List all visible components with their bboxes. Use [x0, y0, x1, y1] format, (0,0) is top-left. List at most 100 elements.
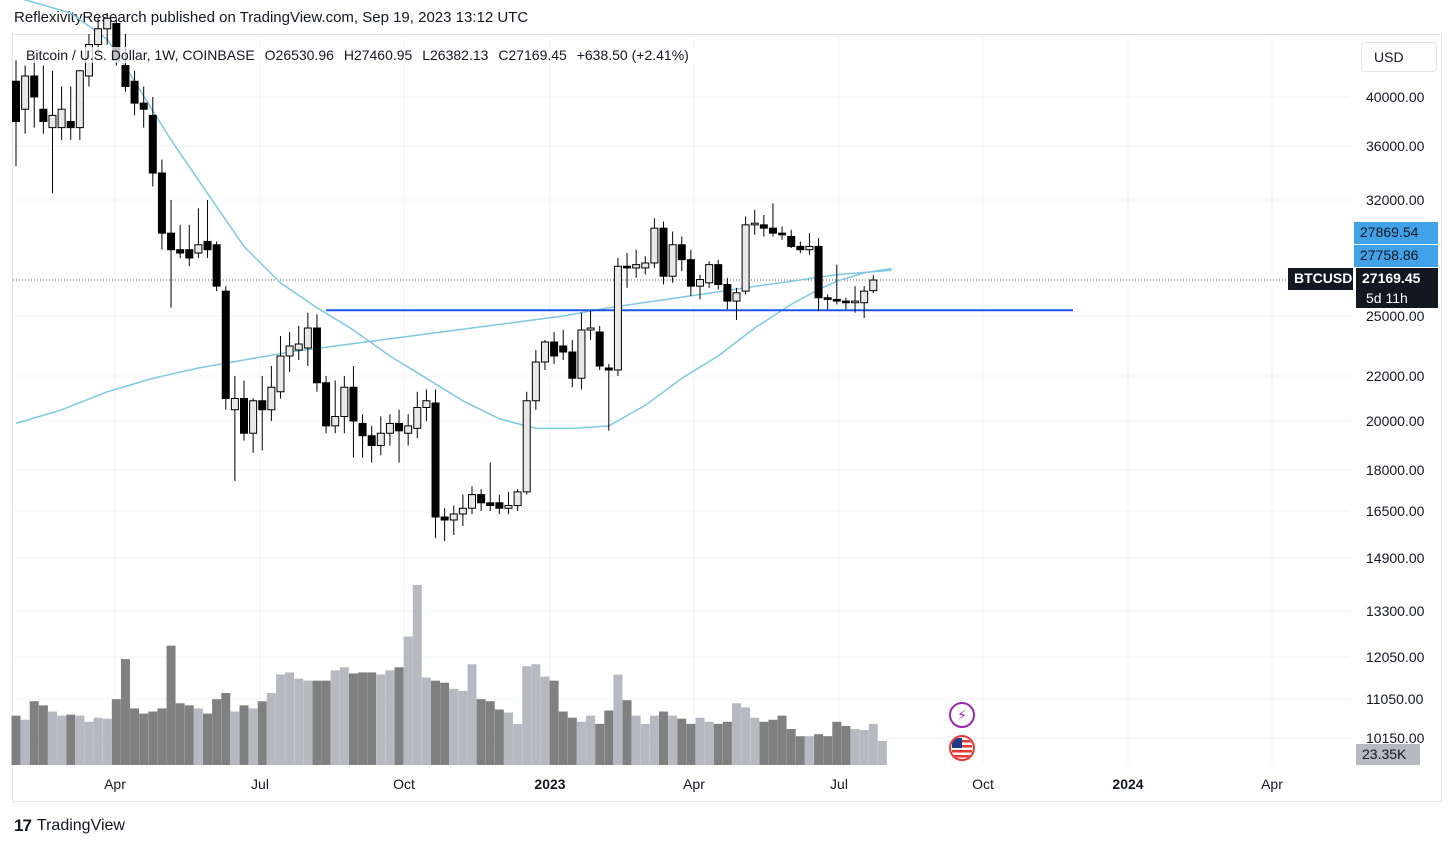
candle	[659, 221, 668, 285]
tradingview-footer[interactable]: 17 TradingView	[14, 816, 125, 836]
volume-bar	[421, 677, 431, 765]
volume-bar	[832, 721, 842, 765]
candle-body	[249, 400, 258, 434]
candle	[714, 259, 723, 290]
candle-body	[869, 279, 878, 292]
volume-bar	[248, 708, 258, 765]
candle	[203, 200, 212, 258]
candle	[796, 241, 805, 254]
candle	[823, 294, 832, 310]
time-axis-label: 2023	[534, 776, 565, 792]
volume-bar	[139, 713, 149, 765]
candle-body	[604, 367, 613, 371]
candle	[358, 414, 367, 458]
candle-body	[823, 297, 832, 300]
candle	[422, 389, 431, 421]
volume-bar	[230, 711, 240, 765]
candle-body	[94, 28, 103, 45]
candle-body	[276, 355, 285, 393]
candle	[413, 391, 422, 439]
candle	[860, 286, 869, 318]
candle	[559, 330, 568, 360]
volume-bar	[476, 699, 486, 765]
volume-bar	[613, 674, 623, 765]
candle-body	[431, 402, 440, 518]
candle	[212, 241, 221, 292]
candle-body	[531, 361, 540, 402]
candle-body	[732, 292, 741, 302]
legend-change: +638.50 (+2.41%)	[576, 47, 689, 63]
candle	[814, 238, 823, 312]
volume-bar	[686, 723, 696, 765]
price-axis-label: 22000.00	[1366, 368, 1425, 384]
volume-bar	[266, 693, 276, 765]
candle-body	[194, 244, 203, 254]
volume-bar	[303, 680, 313, 765]
candle-body	[358, 422, 367, 437]
candle	[285, 332, 294, 372]
volume-bar	[166, 645, 176, 765]
candle-body	[613, 265, 622, 371]
candle	[303, 312, 312, 366]
volume-bar	[294, 678, 304, 765]
volume-bar	[759, 721, 769, 765]
candle-body	[376, 432, 385, 446]
candle	[258, 376, 267, 451]
volume-bar	[850, 729, 860, 765]
candle-body	[322, 382, 331, 427]
volume-bar	[540, 676, 550, 765]
legend-low: L26382.13	[422, 47, 489, 63]
volume-bar	[130, 708, 140, 765]
volume-bar	[595, 723, 605, 765]
time-axis-label: Jul	[830, 776, 848, 792]
candle	[240, 380, 248, 441]
candle	[705, 261, 714, 288]
candle	[440, 508, 449, 541]
candle	[331, 380, 340, 434]
candle	[623, 253, 632, 288]
volume-bar	[677, 718, 687, 765]
candle-body	[550, 341, 559, 357]
candle	[103, 13, 112, 45]
lightning-icon[interactable]: ⚡	[949, 702, 975, 728]
price-axis-label: 32000.00	[1366, 192, 1425, 208]
candle	[632, 249, 641, 278]
candle-body	[312, 327, 321, 384]
tradingview-logo-icon: 17	[14, 816, 32, 835]
volume-bar	[367, 672, 377, 765]
candle	[157, 159, 166, 250]
volume-bar	[768, 719, 778, 765]
candle-body	[714, 264, 723, 286]
volume-bar	[586, 715, 596, 765]
candle-body	[668, 244, 677, 277]
legend-open: O26530.96	[264, 47, 334, 63]
price-axis-label: 14900.00	[1366, 550, 1425, 566]
candle	[869, 275, 878, 294]
candle	[66, 86, 75, 140]
candle-body	[148, 114, 157, 174]
candle-body	[385, 422, 394, 434]
price-axis-label: 11050.00	[1366, 691, 1424, 707]
volume-bar	[321, 680, 331, 765]
candle-body	[48, 114, 57, 129]
candle-body	[504, 505, 513, 509]
candle-body	[477, 494, 486, 504]
candle-body	[449, 513, 458, 521]
price-axis-label: 16500.00	[1366, 503, 1425, 519]
tradingview-brand: TradingView	[36, 817, 125, 834]
volume-bar	[84, 721, 94, 765]
candle-body	[778, 232, 787, 236]
candle	[230, 376, 239, 481]
candle	[294, 326, 303, 360]
volume-bar	[203, 713, 213, 765]
candle	[851, 286, 860, 313]
volume-bar	[467, 664, 477, 765]
candle-body	[458, 507, 467, 515]
currency-button[interactable]: USD	[1361, 42, 1437, 72]
candle-body	[586, 327, 595, 331]
candle-body	[230, 398, 239, 411]
candle-body	[659, 227, 668, 277]
us-flag-icon[interactable]	[949, 735, 975, 761]
candle	[322, 376, 331, 434]
